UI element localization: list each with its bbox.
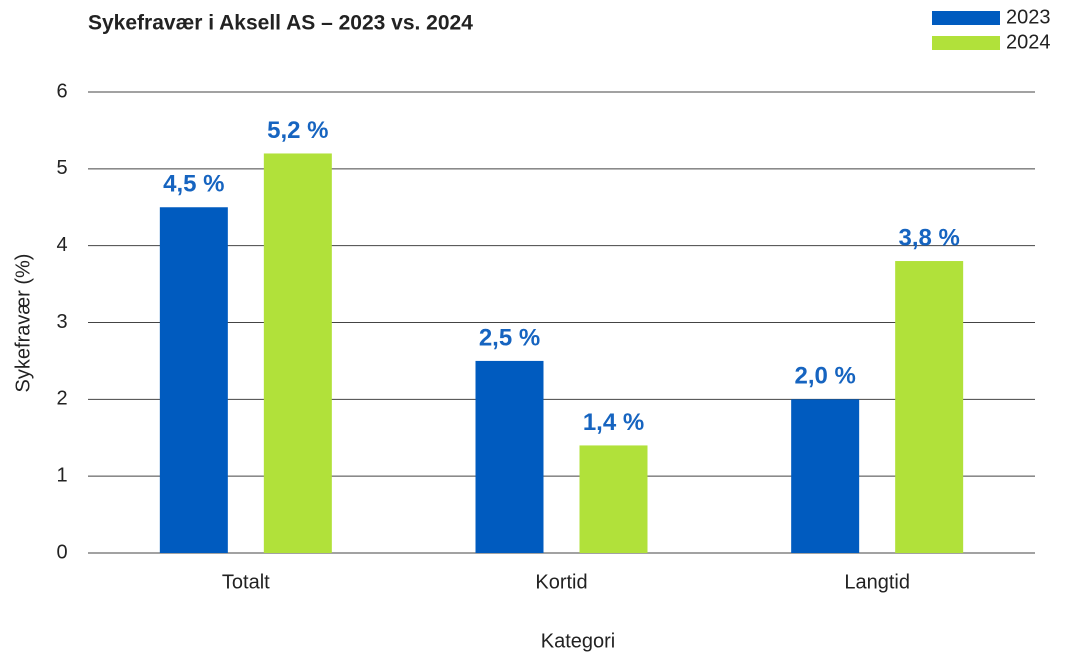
bar xyxy=(791,399,860,553)
legend-label: 2023 xyxy=(1006,6,1051,28)
y-tick-label: 0 xyxy=(56,541,67,563)
value-label: 1,4 % xyxy=(583,409,644,436)
legend-swatch xyxy=(932,11,1000,25)
y-tick-label: 2 xyxy=(56,388,67,410)
bar xyxy=(475,360,544,553)
y-tick-label: 5 xyxy=(56,157,67,179)
x-tick-label: Kortid xyxy=(535,571,587,593)
legend-swatch xyxy=(932,36,1000,50)
value-label: 2,0 % xyxy=(794,363,855,390)
bar xyxy=(263,153,332,553)
value-label: 4,5 % xyxy=(163,171,224,198)
x-tick-label: Langtid xyxy=(844,571,910,593)
chart-title: Sykefravær i Aksell AS – 2023 vs. 2024 xyxy=(88,12,473,35)
bar xyxy=(895,261,964,553)
value-label: 5,2 % xyxy=(267,117,328,144)
y-tick-label: 1 xyxy=(56,464,67,486)
value-label: 2,5 % xyxy=(479,324,540,351)
legend-label: 2024 xyxy=(1006,31,1051,53)
value-label: 3,8 % xyxy=(898,224,959,251)
y-tick-label: 4 xyxy=(56,234,67,256)
x-tick-label: Totalt xyxy=(222,571,270,593)
bar xyxy=(579,445,648,553)
y-axis-label: Sykefravær (%) xyxy=(12,254,34,393)
y-tick-label: 6 xyxy=(56,80,67,102)
y-tick-label: 3 xyxy=(56,311,67,333)
bar xyxy=(159,207,228,553)
x-axis-label: Kategori xyxy=(541,630,616,652)
